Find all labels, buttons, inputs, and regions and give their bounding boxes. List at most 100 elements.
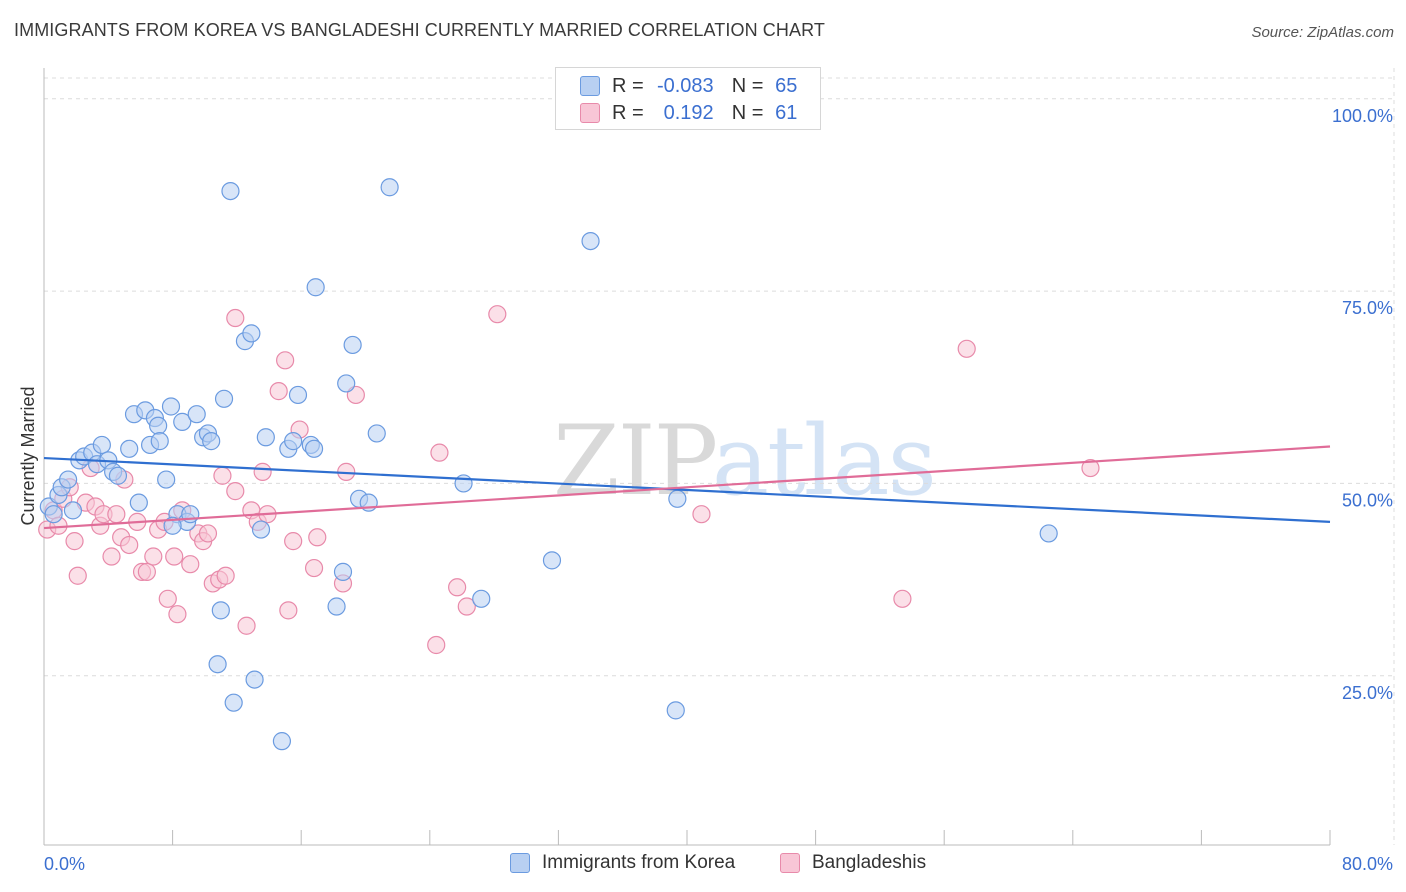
korea-point — [1039, 524, 1058, 543]
legend-item-bangladeshis: Bangladeshis — [780, 852, 926, 874]
bangladeshis-point — [168, 605, 187, 624]
legend-n-key: N = — [731, 74, 764, 97]
korea-point — [120, 439, 139, 458]
bangladeshis-trend-line — [43, 445, 1331, 530]
korea-point — [288, 385, 308, 405]
watermark-atlas: atlas — [711, 405, 937, 517]
x-tick-label: 0.0% — [44, 854, 85, 874]
bangladeshis-point — [253, 462, 272, 481]
bangladeshis-point — [137, 562, 156, 581]
bangladeshis-point — [216, 566, 235, 585]
bangladeshis-point — [68, 566, 87, 585]
bangladeshis-point — [308, 528, 327, 547]
legend-n-value: 65 — [775, 74, 798, 97]
legend-label-korea: Immigrants from Korea — [542, 852, 736, 873]
korea-point — [161, 397, 181, 416]
bangladeshis-point — [65, 532, 84, 551]
axes — [43, 68, 1331, 846]
bangladeshis-point — [448, 578, 467, 597]
tick-labels: 100.0% 75.0% 50.0% 25.0% 0.0% 80.0% — [44, 106, 1393, 874]
bangladeshis-point — [226, 482, 245, 501]
korea-point — [211, 601, 230, 620]
grid-lines — [44, 68, 1395, 845]
bangladeshis-point — [213, 466, 232, 485]
korea-point — [149, 416, 168, 435]
chart-title: IMMIGRANTS FROM KOREA VS BANGLADESHI CUR… — [14, 20, 825, 40]
korea-point — [224, 693, 243, 712]
bangladeshis-point — [279, 601, 298, 620]
y-axis-label: Currently Married — [18, 386, 38, 525]
bangladeshis-point — [198, 524, 218, 543]
korea-point — [163, 516, 182, 535]
korea-point — [150, 432, 169, 451]
bangladeshis-point — [226, 308, 245, 328]
legend-r-key: R = — [612, 101, 644, 124]
bangladeshis-point — [488, 305, 507, 324]
korea-point — [63, 501, 83, 520]
legend-item-korea: Immigrants from Korea — [510, 852, 735, 874]
x-tick-label: 80.0% — [1342, 854, 1393, 874]
bangladeshis-point — [430, 443, 449, 462]
korea-point — [304, 439, 324, 458]
korea-point — [214, 389, 234, 408]
korea-point — [256, 428, 275, 447]
legend-swatch-bangladeshis — [780, 853, 800, 873]
korea-point — [581, 231, 600, 251]
korea-point — [666, 701, 685, 720]
bangladeshis-point — [269, 382, 288, 401]
y-tick-label: 75.0% — [1342, 298, 1393, 318]
watermark: ZIPatlas — [553, 405, 937, 517]
korea-point — [327, 597, 346, 616]
bangladeshis-point — [304, 558, 324, 578]
korea-point — [59, 470, 78, 489]
y-tick-label: 25.0% — [1342, 683, 1393, 703]
bangladeshis-point — [158, 589, 177, 608]
bangladeshis-point — [692, 505, 711, 524]
watermark-zip: ZIP — [553, 405, 714, 517]
korea-point — [108, 466, 128, 485]
korea-point — [337, 374, 356, 393]
legend-row-korea: R = -0.083 N = 65 — [580, 73, 797, 99]
bangladeshis-point — [957, 339, 976, 358]
trend-lines — [43, 445, 1331, 530]
legend-n-key: N = — [731, 101, 764, 124]
legend-r-key: R = — [612, 74, 644, 97]
y-tick-label: 50.0% — [1342, 490, 1393, 510]
bangladeshis-point — [165, 547, 184, 566]
correlation-legend: R = -0.083 N = 65 R = 0.192 N = 61 — [555, 67, 821, 130]
bangladeshis-point — [237, 616, 256, 635]
legend-swatch-korea — [510, 853, 530, 873]
bangladeshis-points — [38, 305, 1100, 655]
bangladeshis-point — [427, 635, 446, 655]
bangladeshis-point — [893, 589, 912, 608]
bangladeshis-point — [144, 547, 163, 566]
korea-point — [208, 655, 227, 674]
legend-r-value: 0.192 — [663, 101, 714, 124]
korea-point — [44, 505, 63, 524]
legend-row-bangladeshis: R = 0.192 N = 61 — [580, 100, 797, 126]
korea-point — [542, 551, 562, 570]
korea-point — [472, 589, 491, 608]
bangladeshis-point — [276, 351, 295, 370]
series-legend: Immigrants from Korea Bangladeshis — [0, 850, 1406, 878]
korea-point — [245, 670, 264, 689]
legend-swatch-bangladeshis — [580, 103, 600, 123]
bangladeshis-point — [457, 597, 476, 616]
korea-point — [333, 562, 353, 581]
korea-point — [251, 520, 271, 539]
legend-swatch-korea — [580, 76, 600, 96]
korea-point — [343, 335, 362, 355]
legend-r-value: -0.083 — [656, 74, 714, 97]
y-tick-label: 100.0% — [1332, 106, 1393, 126]
bangladeshis-point — [120, 535, 139, 555]
bangladeshis-point — [181, 555, 200, 574]
korea-point — [367, 424, 386, 443]
korea-trend-line — [43, 456, 1331, 523]
korea-point — [173, 412, 192, 431]
korea-point — [306, 278, 325, 297]
korea-point — [92, 435, 111, 455]
korea-point — [272, 732, 292, 751]
korea-point — [668, 489, 687, 508]
korea-point — [284, 432, 303, 451]
